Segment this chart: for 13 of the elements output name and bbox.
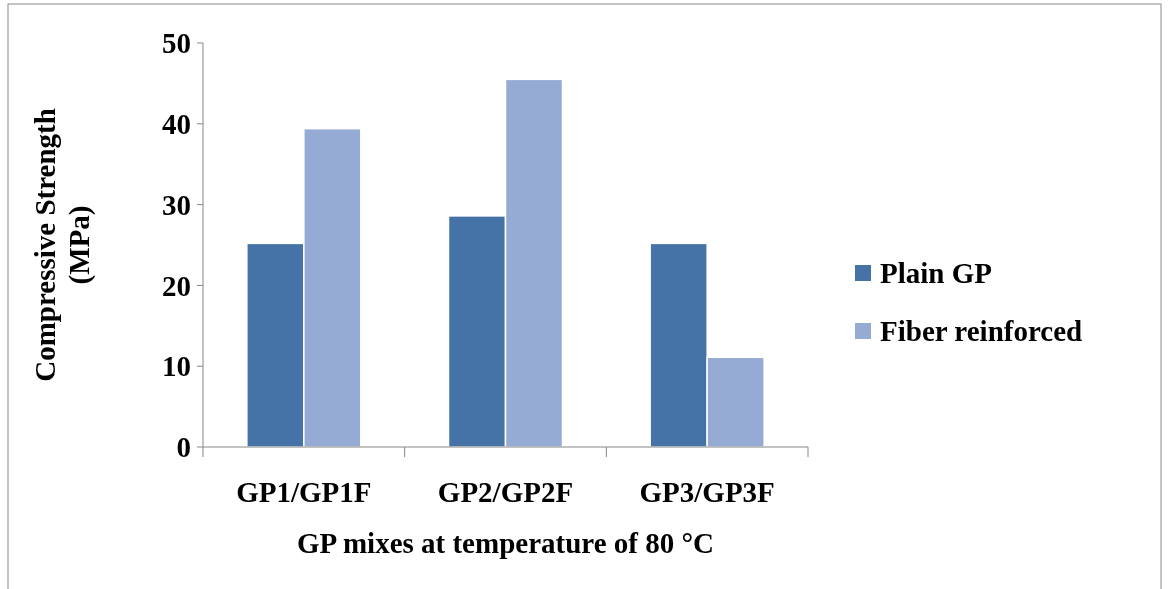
x-tick-label: GP1/GP1F: [236, 476, 372, 508]
y-tick-label: 40: [162, 107, 191, 140]
legend-label: Fiber reinforced: [880, 315, 1083, 348]
y-axis-title: Compressive Strength (MPa): [29, 108, 96, 382]
y-tick-label: 0: [176, 431, 191, 464]
x-tick-label: GP2/GP2F: [437, 476, 574, 508]
y-tick-label: 20: [162, 269, 191, 302]
x-axis-title: GP mixes at temperature of 80 °C: [297, 527, 714, 559]
y-tick-label: 50: [162, 27, 191, 60]
y-tick-label: 30: [162, 188, 191, 221]
x-tick-label: GP3/GP3F: [639, 476, 775, 508]
legend-label: Plain GP: [880, 257, 992, 290]
y-tick-label: 10: [162, 350, 191, 383]
